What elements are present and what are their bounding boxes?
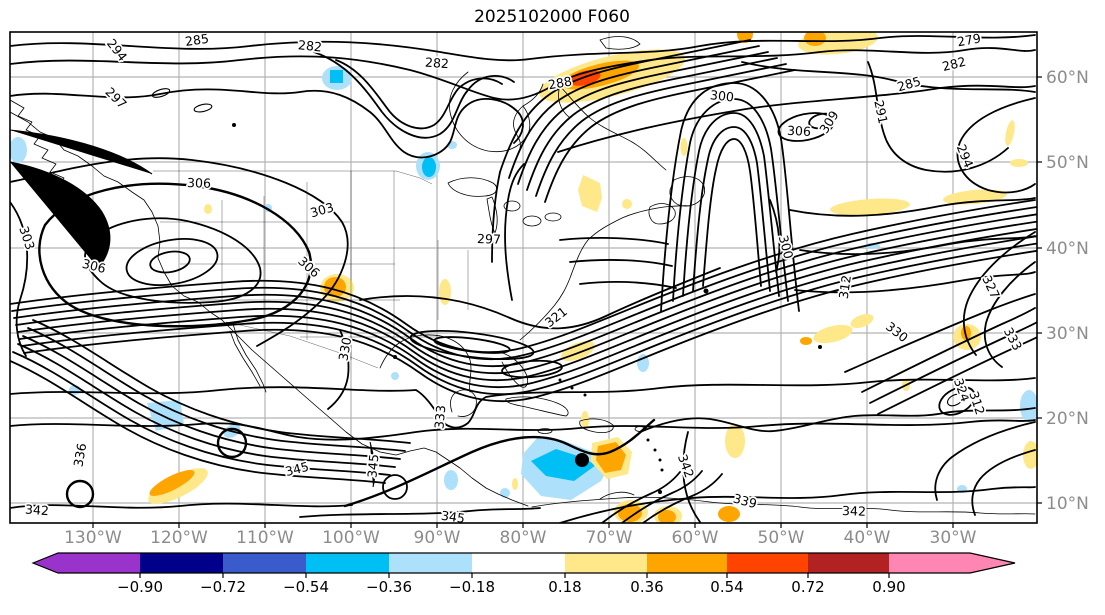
lat-tick-label: 30°N xyxy=(1046,324,1089,344)
colorbar-right-arrow xyxy=(889,553,1015,573)
colorbar-tick-label: 0.72 xyxy=(791,578,824,596)
lat-tick-label: 40°N xyxy=(1046,239,1089,259)
map-gridlines xyxy=(10,32,1037,523)
lon-tick-label: 50°W xyxy=(758,528,805,548)
colorbar-tick-label: 0.54 xyxy=(710,578,743,596)
contour-label: 294 xyxy=(104,36,131,64)
contour-label: 330 xyxy=(883,319,911,346)
contour-label: 312 xyxy=(836,274,854,300)
lon-tick-label: 90°W xyxy=(414,528,461,548)
lat-tick-label: 50°N xyxy=(1046,153,1089,173)
lon-tick-label: 30°W xyxy=(930,528,977,548)
contour-label: 300 xyxy=(709,87,734,104)
colorbar-tick-label: −0.54 xyxy=(283,578,329,596)
contour-label: 306 xyxy=(787,123,812,139)
colorbar-tick-label: −0.36 xyxy=(366,578,412,596)
contour-label: 297 xyxy=(102,84,129,111)
colorbar-segment xyxy=(727,553,808,573)
storm-marker xyxy=(575,453,589,467)
lon-tick-label: 70°W xyxy=(586,528,633,548)
contour-label: 309 xyxy=(816,108,841,136)
contour-label: 342 xyxy=(842,503,866,519)
colorbar-left-arrow xyxy=(33,553,140,573)
contour-label: 330 xyxy=(335,336,354,362)
lon-tick-label: 120°W xyxy=(150,528,208,548)
colorbar-segment xyxy=(140,553,223,573)
colorbar-tick-label: 0.90 xyxy=(872,578,905,596)
contour-label: 336 xyxy=(70,442,89,468)
contour-label: 279 xyxy=(956,30,982,49)
contour-label: 282 xyxy=(425,55,450,72)
colorbar-segment xyxy=(808,553,889,573)
contour-label: 297 xyxy=(477,231,501,247)
colorbar-segment xyxy=(306,553,389,573)
lat-tick-label: 20°N xyxy=(1046,409,1089,429)
colorbar-tick-label: 0.36 xyxy=(630,578,663,596)
contour-label: 342 xyxy=(25,502,50,519)
lon-tick-label: 60°W xyxy=(672,528,719,548)
contour-label: 342 xyxy=(675,452,697,480)
colorbar-segment xyxy=(223,553,306,573)
colorbar: −0.90 −0.72 −0.54 −0.36 −0.18 0.18 0.36 0.54 0.7… xyxy=(31,552,1016,596)
contour-label: 321 xyxy=(542,304,570,331)
lat-tick-label: 10°N xyxy=(1046,494,1089,514)
lon-tick-label: 40°W xyxy=(844,528,891,548)
chart-title: 2025102000 F060 xyxy=(474,7,630,27)
colorbar-tick-label: −0.72 xyxy=(200,578,246,596)
contour-label: 285 xyxy=(184,31,210,49)
colorbar-segment xyxy=(472,553,565,573)
lat-tick-label: 60°N xyxy=(1046,68,1089,88)
contour-label: 312 xyxy=(966,389,988,416)
contour-label: 282 xyxy=(941,54,968,74)
colorbar-tick-label: 0.18 xyxy=(548,578,581,596)
contour-label: 282 xyxy=(297,37,322,54)
contour-label: 306 xyxy=(295,253,323,280)
colorbar-segment xyxy=(389,553,472,573)
contour-lines xyxy=(10,34,1037,523)
axis-labels: 130°W 120°W 110°W 100°W 90°W 80°W 70°W 60°W 50°W… xyxy=(64,68,1089,548)
contour-label: 303 xyxy=(308,199,335,220)
contour-label: 291 xyxy=(871,99,891,125)
contour-label: 288 xyxy=(547,73,573,92)
colorbar-tick-label: −0.90 xyxy=(117,578,163,596)
lon-tick-label: 110°W xyxy=(236,528,294,548)
colorbar-segment xyxy=(647,553,727,573)
colorbar-segment xyxy=(565,553,647,573)
contour-label: 333 xyxy=(431,404,448,429)
colorbar-tick-label: −0.18 xyxy=(449,578,495,596)
contour-label: 345 xyxy=(284,459,311,479)
lon-tick-label: 100°W xyxy=(322,528,380,548)
lon-tick-label: 130°W xyxy=(64,528,122,548)
contour-label: 294 xyxy=(954,142,977,170)
contour-label: 345 xyxy=(364,453,381,478)
contour-label: 306 xyxy=(187,175,211,191)
lon-tick-label: 80°W xyxy=(500,528,547,548)
colorbar-outline xyxy=(31,552,1016,574)
